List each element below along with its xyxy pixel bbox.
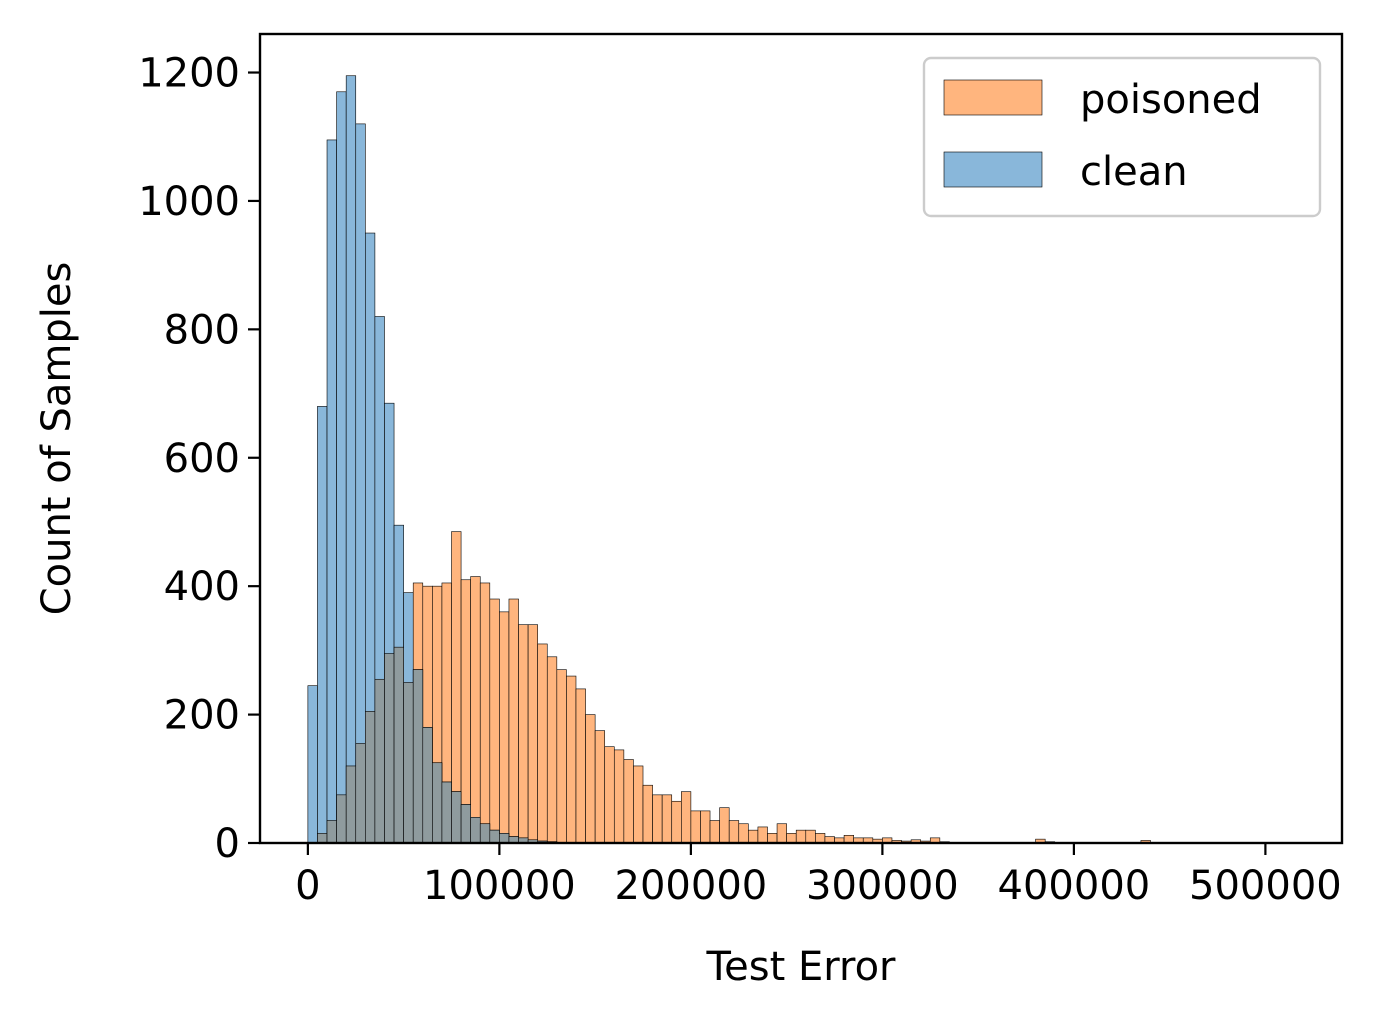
overlap-bar [479, 823, 491, 844]
overlap-bar [317, 833, 328, 844]
poisoned-bar [633, 765, 644, 844]
x-tick-label: 300000 [806, 863, 959, 909]
poisoned-bar [795, 829, 807, 844]
poisoned-bar [594, 730, 606, 844]
poisoned-bar [738, 823, 749, 844]
overlap-bar [412, 669, 424, 844]
poisoned-bar [776, 823, 787, 844]
poisoned-bar [613, 749, 625, 844]
poisoned-bar [681, 791, 692, 844]
x-axis-label: Test Error [706, 944, 897, 990]
poisoned-bar [537, 643, 548, 844]
poisoned-bar [470, 576, 481, 844]
overlap-bar [345, 765, 357, 844]
poisoned-bar [671, 800, 682, 844]
y-tick-label: 200 [164, 693, 240, 739]
poisoned-bar [748, 829, 759, 844]
y-tick-label: 1000 [138, 179, 240, 225]
legend: poisoned clean [922, 56, 1322, 218]
clean-bar [307, 685, 318, 844]
legend-swatch-poisoned [943, 79, 1043, 116]
clean-bar [345, 75, 357, 844]
poisoned-bar [786, 833, 797, 844]
poisoned-bar [604, 746, 615, 844]
poisoned-bar [728, 820, 740, 844]
legend-label-clean: clean [1080, 149, 1188, 195]
overlap-bar [355, 743, 366, 844]
legend-label-poisoned: poisoned [1080, 77, 1262, 123]
poisoned-bar [489, 598, 500, 844]
overlap-bar [470, 817, 481, 844]
x-tick-label: 400000 [998, 863, 1151, 909]
overlap-bar [451, 791, 462, 844]
poisoned-bar [479, 582, 491, 844]
clean-bar [317, 406, 328, 844]
legend-swatch-clean [943, 151, 1043, 188]
poisoned-bar [527, 624, 538, 844]
poisoned-bar [757, 826, 768, 844]
poisoned-bar [661, 794, 673, 844]
plot-frame [258, 32, 1344, 845]
x-axis-ticks: 0 100000 200000 300000 400000 500000 [295, 843, 1342, 909]
poisoned-bar [709, 820, 720, 844]
poisoned-bar [690, 810, 701, 844]
poisoned-bar [499, 611, 510, 844]
overlap-bar [422, 727, 433, 844]
x-tick-label: 200000 [615, 863, 768, 909]
y-tick-label: 400 [164, 564, 240, 610]
poisoned-bar [700, 810, 711, 844]
poisoned-bar [652, 794, 663, 844]
poisoned-bar [556, 669, 567, 844]
overlap-bar [336, 794, 347, 844]
poisoned-bar [585, 714, 596, 844]
overlap-bar [460, 804, 471, 844]
poisoned-bar [460, 579, 471, 844]
y-axis-label: Count of Samples [34, 262, 80, 616]
poisoned-bar [508, 598, 519, 844]
x-tick-label: 0 [295, 863, 320, 909]
clean-bar [326, 139, 337, 844]
poisoned-bar [518, 624, 529, 844]
overlap-bar [393, 646, 404, 844]
poisoned-bar [719, 807, 730, 844]
poisoned-bar [642, 784, 653, 844]
clean-bar [336, 91, 347, 844]
poisoned-bar [575, 688, 586, 844]
y-axis-ticks: 0 200 400 600 800 1000 1200 [138, 51, 260, 867]
poisoned-bar [815, 833, 826, 844]
poisoned-bar [546, 656, 558, 844]
overlap-bar [326, 820, 337, 844]
overlap-bar [374, 678, 385, 844]
poisoned-bar [767, 833, 778, 844]
overlap-bar [441, 781, 452, 844]
y-tick-label: 1200 [138, 51, 240, 97]
clean-bar [355, 123, 366, 844]
poisoned-bar [805, 829, 816, 844]
y-tick-label: 600 [164, 436, 240, 482]
y-tick-label: 0 [215, 821, 240, 867]
x-tick-label: 500000 [1189, 863, 1342, 909]
overlap-bar [499, 833, 510, 844]
poisoned-bar [566, 675, 577, 844]
y-tick-label: 800 [164, 307, 240, 353]
overlap-bar [384, 653, 395, 844]
x-tick-label: 100000 [423, 863, 576, 909]
overlap-bar [365, 711, 376, 844]
overlap-bar [432, 762, 443, 844]
poisoned-bar [623, 759, 634, 844]
overlap-bar [403, 682, 414, 844]
overlap-bar [489, 829, 500, 844]
